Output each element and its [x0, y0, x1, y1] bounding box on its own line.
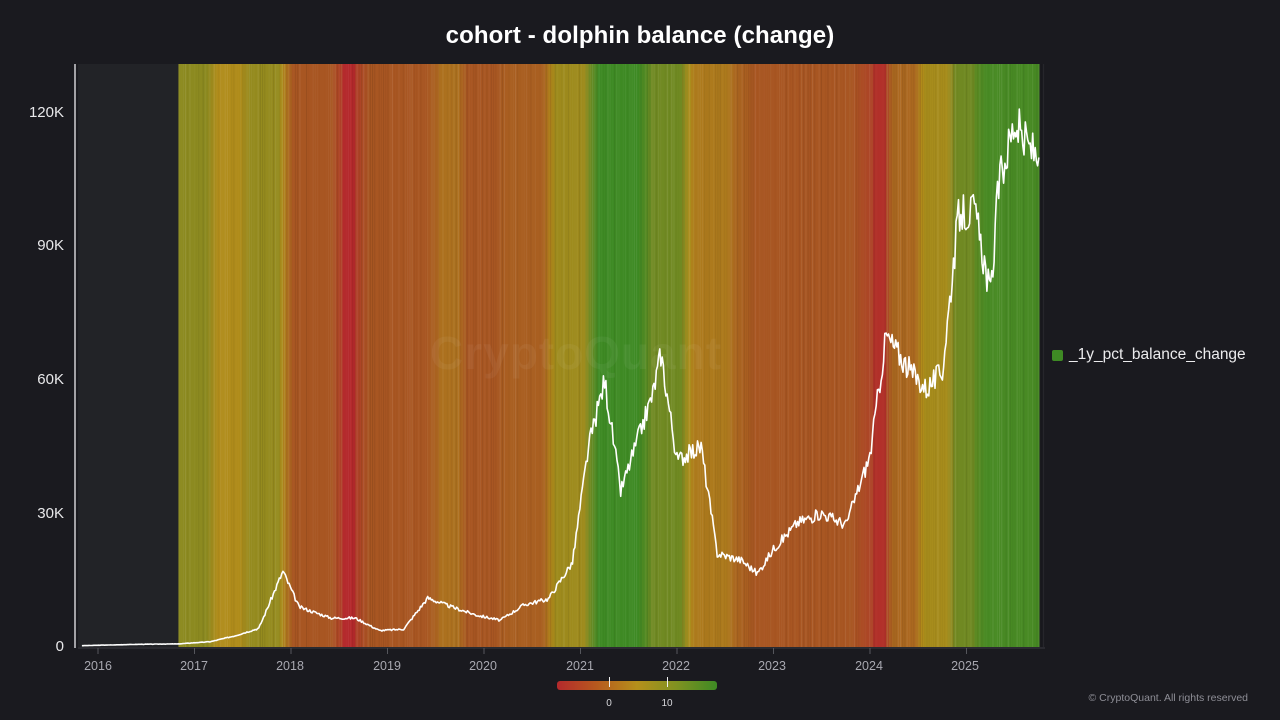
x-tick-label: 2024	[855, 659, 883, 673]
x-tick-label: 2016	[84, 659, 112, 673]
plot-background	[78, 64, 178, 647]
heatmap-band	[178, 64, 1040, 647]
x-tick-label: 2021	[566, 659, 594, 673]
colorbar-label: 10	[661, 698, 673, 709]
watermark: CryptoQuant	[430, 327, 723, 379]
y-tick-label: 120K	[28, 104, 64, 121]
copyright-footer: © CryptoQuant. All rights reserved	[1088, 692, 1248, 704]
y-tick-label: 0	[55, 638, 64, 655]
y-tick-label: 60K	[37, 371, 64, 388]
x-tick-label: 2017	[180, 659, 208, 673]
colorbar-tick	[667, 677, 668, 687]
y-tick-label: 90K	[37, 237, 64, 254]
legend-item[interactable]: _1y_pct_balance_change	[1052, 346, 1246, 364]
colorbar-tick	[609, 677, 610, 687]
legend-label: _1y_pct_balance_change	[1069, 346, 1246, 363]
y-tick-label: 30K	[37, 505, 64, 522]
colorbar	[557, 681, 717, 690]
colorbar-label: 0	[606, 698, 612, 709]
price-line	[81, 108, 1040, 647]
x-tick-label: 2018	[276, 659, 304, 673]
chart-title: cohort - dolphin balance (change)	[445, 22, 835, 49]
x-axis-ticks	[97, 648, 967, 654]
x-tick-label: 2020	[469, 659, 497, 673]
x-tick-label: 2025	[951, 659, 979, 673]
x-tick-label: 2023	[758, 659, 786, 673]
x-tick-label: 2019	[373, 659, 401, 673]
legend-swatch-icon	[1052, 349, 1063, 361]
x-tick-label: 2022	[662, 659, 690, 673]
